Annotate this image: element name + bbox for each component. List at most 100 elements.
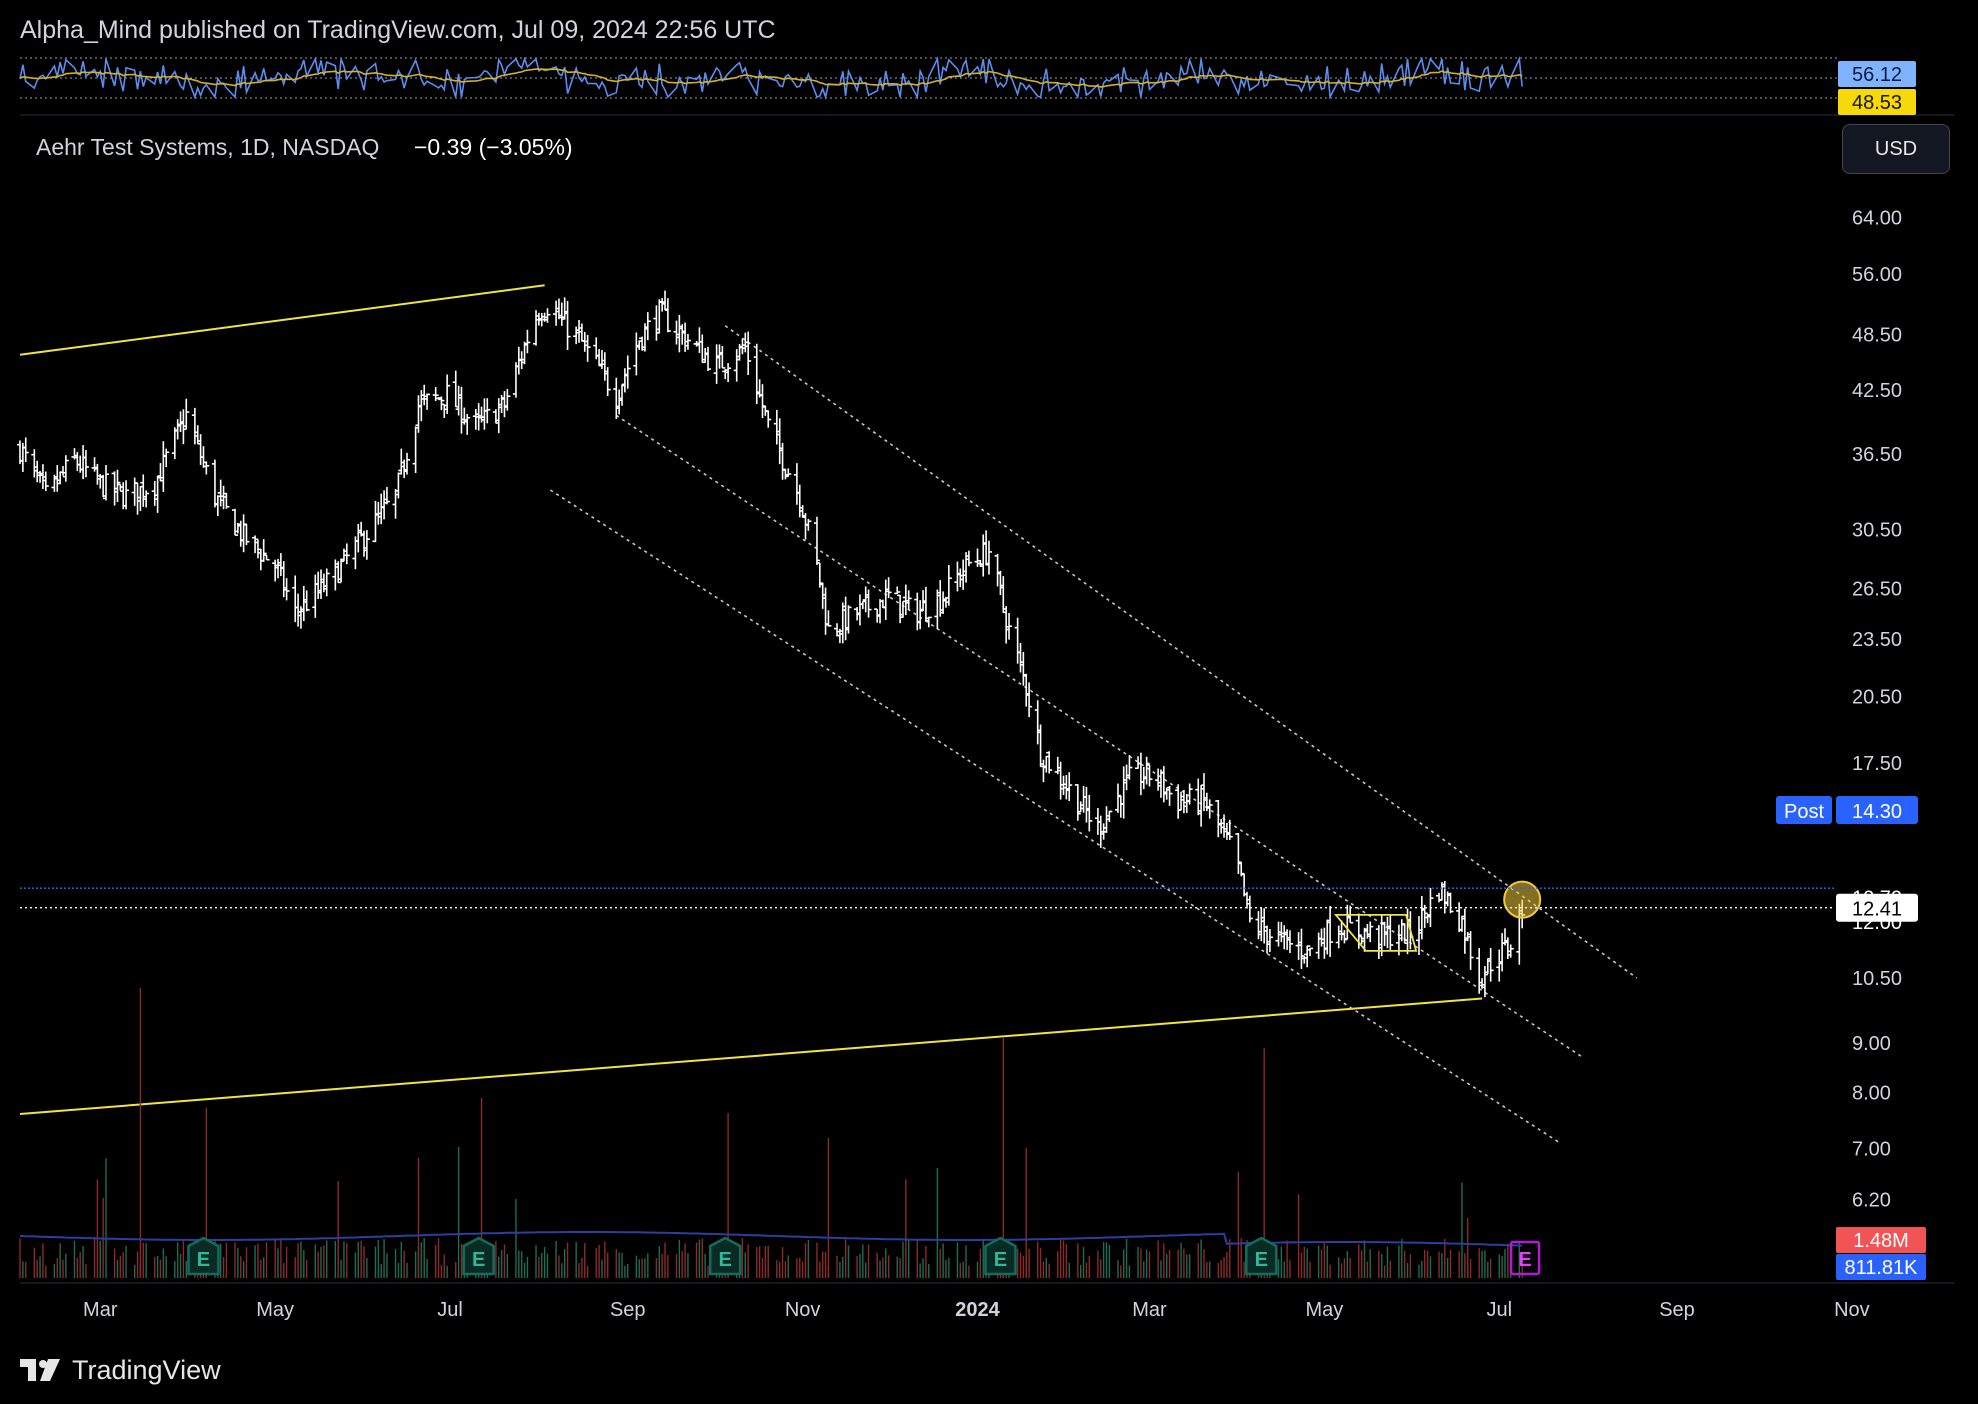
volume-value-label: 1.48M <box>1853 1230 1909 1252</box>
price-axis-tick: 7.00 <box>1852 1139 1891 1161</box>
price-bar <box>1146 764 1153 787</box>
price-axis[interactable]: 64.00 56.00 48.50 42.50 36.50 30.50 26.50 23.50… <box>1852 208 1902 1212</box>
price-bar <box>925 616 932 628</box>
price-bar <box>1467 931 1474 970</box>
rsi-ma-line <box>19 68 1523 88</box>
price-bar <box>263 554 270 561</box>
price-bar <box>22 437 29 462</box>
price-bar <box>1206 799 1213 819</box>
price-bar <box>504 388 511 411</box>
rsi-value-box <box>1838 61 1916 87</box>
price-axis-tick: 48.50 <box>1852 324 1902 346</box>
price-axis-tick: 64.00 <box>1852 208 1902 230</box>
earnings-marker: E <box>708 1236 742 1276</box>
price-bar <box>1066 772 1073 802</box>
price-bar <box>1126 755 1133 780</box>
price-lines <box>20 887 1834 909</box>
drawings <box>19 284 1638 1144</box>
rsi-pane <box>20 57 1840 99</box>
post-tag-box <box>1776 796 1832 824</box>
price-bar <box>252 535 259 554</box>
price-bar <box>223 492 230 509</box>
price-bar <box>1421 904 1428 928</box>
earnings-marker-box <box>708 1236 742 1276</box>
earnings-marker-label: E <box>719 1249 732 1271</box>
price-bar <box>945 565 952 606</box>
time-axis[interactable]: Mar May Jul Sep Nov 2024 Mar May Jul Sep Nov <box>20 1282 1955 1321</box>
tradingview-logo-icon <box>20 1359 60 1381</box>
time-axis-tick: Jul <box>1486 1299 1512 1321</box>
price-bar <box>705 346 712 372</box>
earnings-marker-box <box>984 1236 1017 1276</box>
price-bar <box>825 610 832 627</box>
currency-button[interactable]: USD <box>1842 124 1950 174</box>
price-bar <box>62 455 69 482</box>
earnings-marker-label: E <box>1518 1249 1531 1271</box>
price-bar <box>1186 783 1193 805</box>
price-bar <box>203 461 210 475</box>
channel-mid-line <box>615 414 1583 1058</box>
price-bar <box>243 523 250 546</box>
rsi-value-label: 48.53 <box>1852 92 1902 114</box>
rsi-value-box <box>1838 89 1916 115</box>
price-bar <box>1507 944 1514 958</box>
price-bar <box>114 469 121 503</box>
earnings-upcoming-marker: E <box>1509 1240 1541 1276</box>
time-axis-tick: May <box>256 1299 294 1321</box>
publisher-header: Alpha_Mind published on TradingView.com,… <box>20 16 776 44</box>
price-bar <box>464 414 471 435</box>
price-bar <box>303 590 310 612</box>
price-bar <box>894 586 901 595</box>
price-bar <box>1286 930 1293 954</box>
price-bar <box>965 550 972 567</box>
volume-value-box <box>1836 1254 1926 1280</box>
earnings-marker: E <box>462 1236 495 1276</box>
price-axis-tick: 30.50 <box>1852 519 1902 541</box>
price-bar <box>985 540 992 575</box>
price-bar <box>633 332 640 376</box>
price-bar <box>343 543 350 565</box>
price-bar <box>444 374 451 415</box>
price-bar <box>1143 756 1150 785</box>
channel-upper-line <box>724 325 1638 979</box>
price-bar <box>404 452 411 475</box>
price-axis-tick: 17.50 <box>1852 753 1902 775</box>
price-bar <box>123 480 130 510</box>
price-bar <box>1298 928 1305 969</box>
earnings-marker-label: E <box>472 1249 485 1271</box>
post-price-box <box>1836 796 1918 824</box>
price-bar <box>1046 751 1053 774</box>
price-axis-tick: 8.00 <box>1852 1082 1891 1104</box>
price-axis-tick: 23.50 <box>1852 629 1902 651</box>
price-bar <box>1387 914 1394 952</box>
earnings-marker: E <box>984 1236 1017 1276</box>
price-bar <box>584 335 591 362</box>
price-bar <box>1074 784 1081 821</box>
price-bar <box>395 472 402 499</box>
price-bar <box>412 426 419 474</box>
tradingview-brand: TradingView <box>72 1354 221 1385</box>
price-bar <box>103 465 110 501</box>
price-bar <box>383 486 390 505</box>
price-bar <box>283 578 290 601</box>
price-bar <box>1114 783 1121 813</box>
rsi-lines <box>19 56 1523 100</box>
current-price-box <box>1836 893 1918 922</box>
price-axis-tick: 6.20 <box>1852 1190 1891 1212</box>
price-axis-tick: 9.00 <box>1852 1033 1891 1055</box>
price-bar <box>1327 905 1334 957</box>
price-bar <box>1226 819 1233 841</box>
breakout-circle-marker <box>1503 880 1542 919</box>
price-axis-tick: 56.00 <box>1852 264 1902 286</box>
time-axis-tick: Jul <box>437 1299 463 1321</box>
drawings-overlay <box>1333 880 1542 952</box>
price-bar <box>564 300 571 351</box>
time-axis-tick: Sep <box>610 1299 646 1321</box>
price-bar <box>524 329 531 354</box>
price-bar <box>1481 965 1488 998</box>
price-bar <box>1447 892 1454 914</box>
price-bar <box>1307 947 1314 957</box>
volume-pane <box>19 988 1523 1278</box>
